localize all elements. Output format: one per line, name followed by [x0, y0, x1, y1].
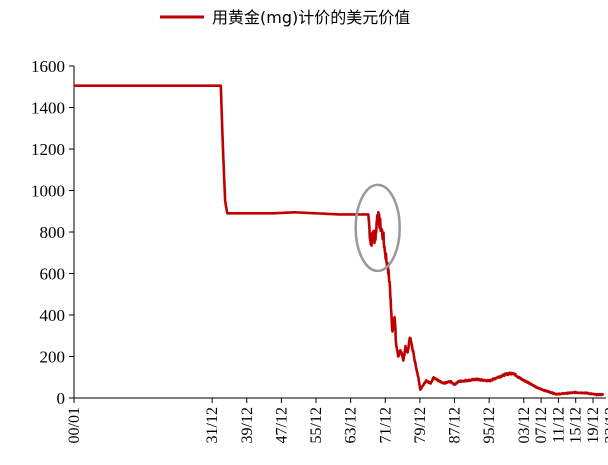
y-tick-label: 1000	[31, 182, 65, 201]
plot-area	[73, 84, 605, 397]
x-tick-label: 71/12	[377, 407, 394, 443]
x-tick-label: 31/12	[204, 407, 221, 443]
x-tick-label: 87/12	[447, 407, 464, 443]
x-tick-label: 00/01	[66, 407, 83, 443]
x-tick-label: 03/12	[516, 407, 533, 443]
series-line	[73, 84, 605, 397]
x-tick-label: 47/12	[273, 407, 290, 443]
x-tick-label: 55/12	[308, 407, 325, 443]
annotations	[354, 183, 401, 273]
y-tick-label: 0	[57, 389, 66, 408]
x-tick-label: 11/12	[550, 407, 567, 443]
y-tick-label: 600	[40, 265, 66, 284]
x-tick-label: 79/12	[412, 407, 429, 443]
y-tick-label: 1600	[31, 57, 65, 76]
y-tick-label: 200	[40, 348, 66, 367]
x-tick-label: 19/12	[585, 407, 602, 443]
y-tick-label: 1400	[31, 99, 65, 118]
legend: 用黄金(mg)计价的美元价值	[160, 8, 410, 27]
y-axis: 0 200 400 600 800 1000 1200 1400 1600	[31, 57, 75, 408]
x-tick-label: 15/12	[568, 407, 585, 443]
x-tick-label: 95/12	[481, 407, 498, 443]
x-tick-label: 63/12	[343, 407, 360, 443]
y-tick-label: 400	[40, 306, 66, 325]
y-tick-label: 1200	[31, 140, 65, 159]
highlight-ellipse	[354, 183, 401, 273]
y-tick-label: 800	[40, 223, 66, 242]
x-tick-label: 39/12	[239, 407, 256, 443]
x-tick-label: 23/12	[602, 407, 608, 443]
x-tick-label: 07/12	[533, 407, 550, 443]
x-axis: 00/01 07/12 15/12 23/12 31/12 39/12 47/12 55/12…	[66, 397, 608, 443]
legend-label: 用黄金(mg)计价的美元价值	[212, 8, 410, 27]
